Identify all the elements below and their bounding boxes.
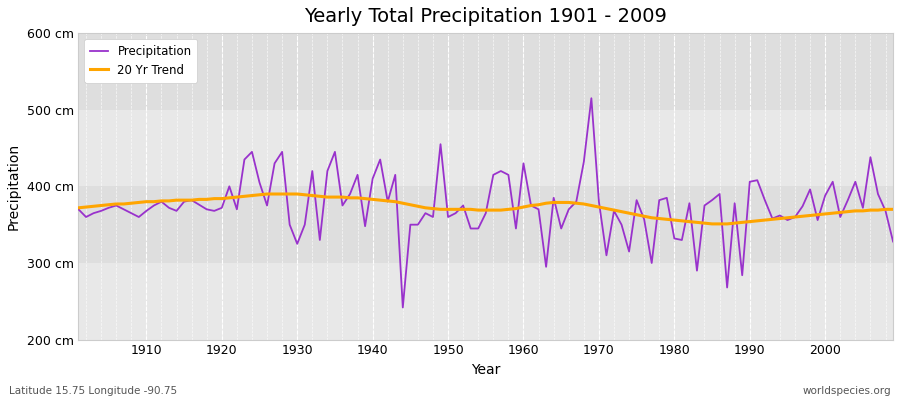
Precipitation	[586, 96, 597, 101]
Bar	[78, 263, 893, 340]
20 Yr Trend	[352, 196, 363, 200]
20 Yr Trend	[73, 206, 84, 210]
Y-axis label: Precipitation: Precipitation	[7, 143, 21, 230]
Precipitation	[73, 207, 84, 212]
20 Yr Trend	[307, 193, 318, 198]
Precipitation	[345, 192, 356, 196]
20 Yr Trend	[518, 205, 529, 210]
Title: Yearly Total Precipitation 1901 - 2009: Yearly Total Precipitation 1901 - 2009	[304, 7, 667, 26]
20 Yr Trend	[887, 207, 898, 212]
Precipitation	[300, 222, 310, 227]
X-axis label: Year: Year	[471, 363, 500, 377]
20 Yr Trend	[706, 222, 717, 226]
20 Yr Trend	[262, 192, 273, 196]
20 Yr Trend	[526, 203, 536, 208]
Precipitation	[624, 249, 634, 254]
Bar	[78, 33, 893, 110]
20 Yr Trend	[133, 200, 144, 205]
Bar	[78, 110, 893, 186]
Bar	[78, 186, 893, 263]
Text: worldspecies.org: worldspecies.org	[803, 386, 891, 396]
Legend: Precipitation, 20 Yr Trend: Precipitation, 20 Yr Trend	[85, 39, 197, 83]
Precipitation	[887, 239, 898, 244]
Text: Latitude 15.75 Longitude -90.75: Latitude 15.75 Longitude -90.75	[9, 386, 177, 396]
Line: 20 Yr Trend: 20 Yr Trend	[78, 194, 893, 224]
20 Yr Trend	[616, 209, 627, 214]
Precipitation	[398, 305, 409, 310]
Line: Precipitation: Precipitation	[78, 98, 893, 308]
Precipitation	[518, 161, 529, 166]
Precipitation	[133, 215, 144, 220]
Precipitation	[526, 203, 536, 208]
